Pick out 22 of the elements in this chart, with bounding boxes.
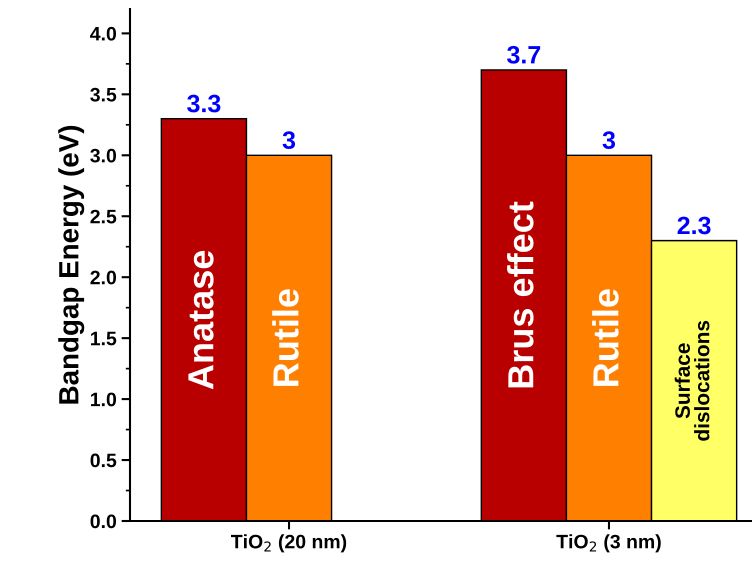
y-tick-label: 2.0 [90, 270, 116, 284]
annotation: Anatase [188, 250, 214, 390]
annotation: Rutile [272, 289, 299, 386]
x-tick-label: TiO$_{2}$ (3 nm) [556, 534, 661, 552]
annotation: Brus effect [507, 202, 534, 388]
y-tick-label: 4.0 [90, 26, 116, 41]
data-label: 3 [282, 131, 296, 149]
data-label: 2.3 [678, 216, 711, 234]
data-label: 3.3 [187, 94, 220, 112]
y-tick-label: 3.5 [90, 88, 116, 102]
data-label: 3.7 [507, 46, 540, 64]
y-tick-label: 1.0 [91, 392, 116, 406]
y-tick-label: 3.0 [90, 148, 116, 163]
y-tick-label: 0.0 [90, 514, 116, 528]
annotation: Rutile [592, 289, 619, 386]
x-tick-label: TiO$_{2}$ (20 nm) [231, 534, 346, 552]
annotation: Surface dislocations [674, 320, 710, 441]
y-tick-label: 2.5 [90, 210, 116, 224]
data-label: 3 [602, 131, 616, 149]
y-tick-label: 0.5 [90, 454, 116, 468]
y-tick-label: 1.5 [91, 332, 116, 346]
y-axis-title: Bandgap Energy (eV) [58, 126, 84, 404]
